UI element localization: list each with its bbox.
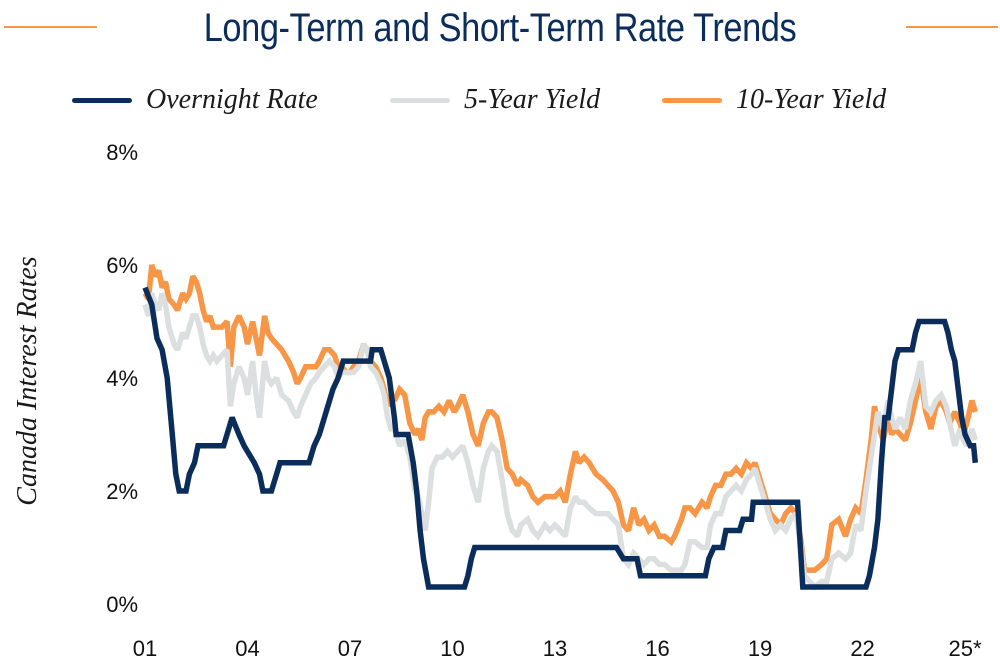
series-line-overnight	[142, 286, 979, 590]
x-tick-label: 13	[543, 636, 567, 661]
y-tick-label: 0%	[106, 592, 138, 617]
series-lines	[142, 264, 979, 591]
x-tick-label: 10	[440, 636, 464, 661]
series-line-ten-year	[142, 264, 978, 573]
x-tick-label: 19	[748, 636, 772, 661]
legend-item-overnight-rate: Overnight Rate	[72, 82, 318, 118]
legend-swatch-overnight-rate	[72, 97, 132, 103]
legend-label-overnight-rate: Overnight Rate	[146, 84, 318, 115]
x-tick-label: 07	[338, 636, 362, 661]
y-tick-label: 2%	[106, 479, 138, 504]
legend-label-5-year-yield: 5-Year Yield	[464, 84, 601, 115]
series-line-five-year	[142, 292, 978, 591]
y-tick-label: 8%	[106, 140, 138, 165]
y-axis-ticks: 0% 2% 4% 6% 8%	[106, 140, 138, 617]
legend-label-10-year-yield: 10-Year Yield	[736, 84, 887, 115]
legend-swatch-5-year-yield	[390, 97, 450, 103]
legend-swatch-10-year-yield	[662, 97, 722, 103]
x-axis-ticks: 01 04 07 10 13 16 19 22 25*	[133, 636, 982, 661]
title-accent-line-right	[906, 26, 998, 28]
chart-title: Long-Term and Short-Term Rate Trends	[203, 6, 797, 50]
title-accent-line-left	[4, 26, 97, 28]
legend-item-5-year-yield: 5-Year Yield	[390, 82, 600, 118]
x-tick-label: 04	[235, 636, 259, 661]
legend-item-10-year-yield: 10-Year Yield	[662, 82, 886, 118]
y-tick-label: 6%	[106, 253, 138, 278]
y-tick-label: 4%	[106, 366, 138, 391]
chart-legend: Overnight Rate 5-Year Yield 10-Year Yiel…	[0, 82, 1000, 118]
x-tick-label: 22	[850, 636, 874, 661]
chart-header: Long-Term and Short-Term Rate Trends	[0, 0, 1000, 56]
x-tick-label: 01	[133, 636, 157, 661]
x-tick-label: 16	[645, 636, 669, 661]
x-tick-label: 25*	[949, 636, 982, 661]
